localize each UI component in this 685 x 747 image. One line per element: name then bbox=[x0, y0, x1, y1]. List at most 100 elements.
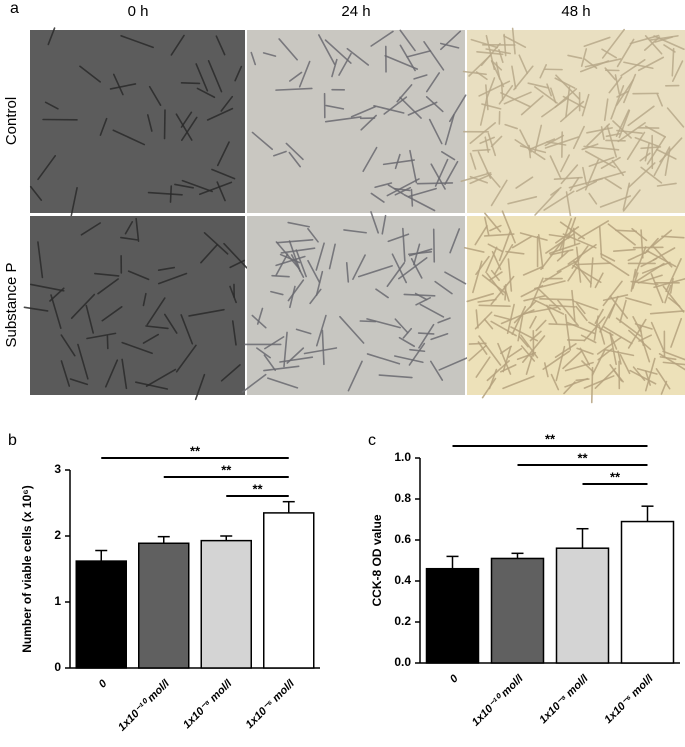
bar bbox=[75, 560, 127, 669]
cell bbox=[614, 74, 621, 95]
cell bbox=[283, 331, 288, 368]
row-header: Substance P bbox=[3, 262, 20, 347]
cell bbox=[60, 334, 76, 357]
cell bbox=[583, 145, 620, 151]
cell bbox=[500, 345, 513, 355]
bar bbox=[138, 542, 190, 669]
cell bbox=[127, 270, 150, 281]
cell bbox=[567, 266, 578, 282]
cell bbox=[109, 83, 137, 90]
cell bbox=[542, 270, 562, 283]
cell bbox=[613, 369, 624, 383]
cell bbox=[394, 186, 412, 196]
row-header: Control bbox=[3, 97, 20, 145]
cell bbox=[616, 38, 635, 68]
cell bbox=[409, 149, 418, 184]
cell bbox=[418, 323, 435, 349]
cell bbox=[378, 374, 413, 379]
cell bbox=[370, 192, 385, 203]
cell bbox=[655, 368, 671, 390]
cell bbox=[466, 292, 495, 303]
cell bbox=[649, 35, 679, 41]
y-tick-label: 1 bbox=[54, 594, 61, 608]
cell bbox=[665, 258, 682, 293]
cell bbox=[324, 39, 352, 64]
cell bbox=[594, 272, 604, 289]
cell bbox=[634, 323, 653, 330]
cell bbox=[622, 182, 631, 211]
cell bbox=[662, 285, 685, 313]
cell bbox=[603, 98, 609, 122]
cell bbox=[639, 152, 651, 162]
cell bbox=[206, 107, 234, 121]
y-tick-label: 0.0 bbox=[394, 655, 411, 669]
cell bbox=[430, 163, 446, 190]
cell bbox=[507, 258, 513, 292]
cell bbox=[469, 122, 496, 145]
cell bbox=[584, 150, 616, 169]
cell bbox=[600, 126, 605, 140]
cell bbox=[485, 246, 498, 274]
cell bbox=[267, 377, 299, 389]
cell bbox=[469, 173, 492, 185]
cell bbox=[410, 188, 414, 207]
cell bbox=[622, 189, 641, 212]
column-header: 24 h bbox=[341, 3, 370, 20]
cell bbox=[99, 117, 108, 136]
cell bbox=[403, 293, 436, 297]
cell bbox=[602, 280, 623, 307]
cell bbox=[550, 186, 562, 196]
cell bbox=[37, 241, 44, 279]
cell bbox=[409, 348, 426, 353]
cell bbox=[285, 142, 304, 161]
cell bbox=[148, 85, 162, 106]
cell bbox=[603, 326, 633, 345]
cell bbox=[628, 162, 656, 188]
cell bbox=[523, 295, 546, 302]
cell bbox=[444, 160, 459, 186]
cell bbox=[399, 44, 416, 72]
x-tick-label: 1x10⁻⁸ mol/l bbox=[537, 672, 591, 726]
cell bbox=[505, 250, 525, 255]
cell bbox=[529, 330, 542, 342]
cell bbox=[620, 59, 646, 77]
cell bbox=[275, 255, 306, 267]
cell bbox=[637, 274, 663, 284]
cell bbox=[338, 52, 352, 76]
cell bbox=[583, 36, 611, 48]
cell bbox=[85, 304, 95, 334]
cell bbox=[656, 182, 677, 187]
cell bbox=[484, 216, 490, 236]
cell bbox=[347, 360, 363, 392]
cell bbox=[315, 314, 327, 347]
cell bbox=[231, 320, 237, 346]
x-tick-label: 1x10⁻¹⁰ mol/l bbox=[470, 672, 527, 729]
cell bbox=[555, 74, 581, 100]
cell bbox=[563, 381, 576, 395]
cell bbox=[120, 35, 154, 49]
cell bbox=[600, 156, 621, 169]
cell bbox=[548, 233, 571, 239]
cell bbox=[440, 30, 462, 51]
cell bbox=[366, 318, 401, 329]
cell bbox=[608, 295, 619, 319]
cell bbox=[163, 313, 178, 334]
cell bbox=[370, 30, 394, 47]
cell bbox=[223, 242, 248, 269]
cell bbox=[583, 316, 606, 342]
cell bbox=[386, 261, 406, 288]
cell bbox=[77, 343, 89, 380]
cell bbox=[399, 96, 422, 119]
cell bbox=[142, 333, 160, 344]
cell bbox=[580, 334, 597, 344]
panel-label: c bbox=[368, 432, 376, 449]
cell bbox=[485, 84, 489, 111]
cell bbox=[101, 306, 123, 322]
cell bbox=[629, 34, 660, 45]
cell bbox=[406, 50, 432, 58]
cell bbox=[175, 113, 193, 141]
y-tick-label: 0.6 bbox=[394, 532, 411, 546]
cell bbox=[548, 304, 576, 308]
cell bbox=[275, 87, 313, 91]
cell bbox=[546, 304, 558, 324]
